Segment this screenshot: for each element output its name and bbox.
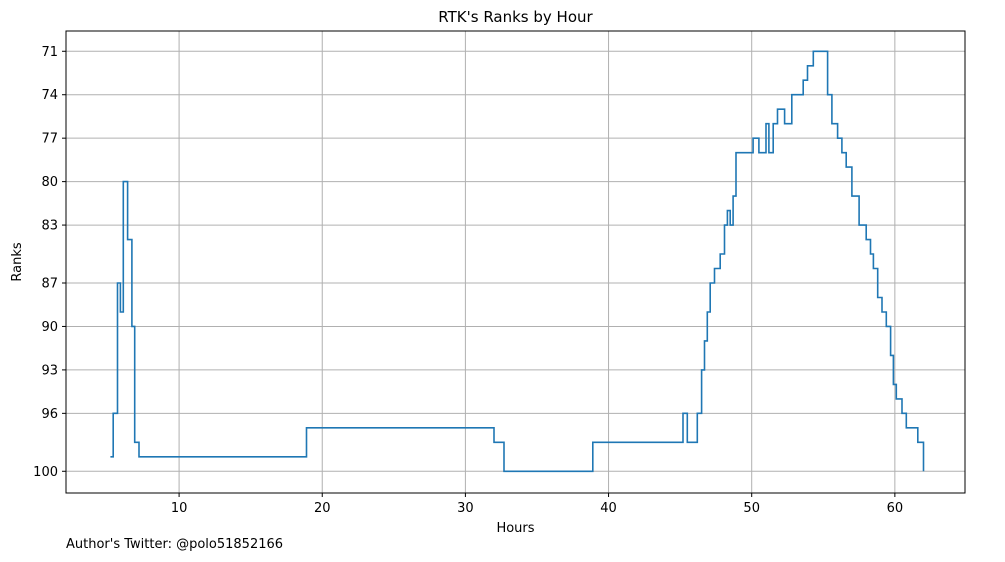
author-credit: Author's Twitter: @polo51852166	[66, 537, 284, 552]
y-tick-label: 83	[41, 219, 58, 234]
y-tick-label: 93	[41, 363, 58, 378]
y-tick-label: 77	[41, 132, 58, 147]
y-tick-label: 71	[41, 45, 58, 60]
y-axis-label: Ranks	[10, 242, 25, 281]
y-tick-label: 100	[33, 465, 58, 480]
rank-series-line	[110, 50, 925, 473]
x-tick-label: 40	[600, 501, 617, 516]
x-tick-label: 10	[171, 501, 188, 516]
y-tick-label: 80	[41, 175, 58, 190]
y-tick-label: 90	[41, 320, 58, 335]
series-layer	[110, 50, 925, 473]
x-tick-label: 20	[314, 501, 331, 516]
x-tick-label: 60	[887, 501, 904, 516]
y-tick-label: 74	[41, 88, 58, 103]
x-tick-label: 50	[743, 501, 760, 516]
axes-frame	[65, 30, 966, 494]
grid-lines	[66, 31, 965, 493]
y-tick-label: 96	[41, 407, 58, 422]
ticks-layer: 10 20 30 40 50 60 71 74 77 80 83 87 90 93 96 100	[33, 45, 903, 516]
chart-title: RTK's Ranks by Hour	[438, 8, 593, 26]
y-tick-label: 87	[41, 277, 58, 292]
x-axis-label: Hours	[496, 521, 534, 536]
x-tick-label: 30	[457, 501, 474, 516]
